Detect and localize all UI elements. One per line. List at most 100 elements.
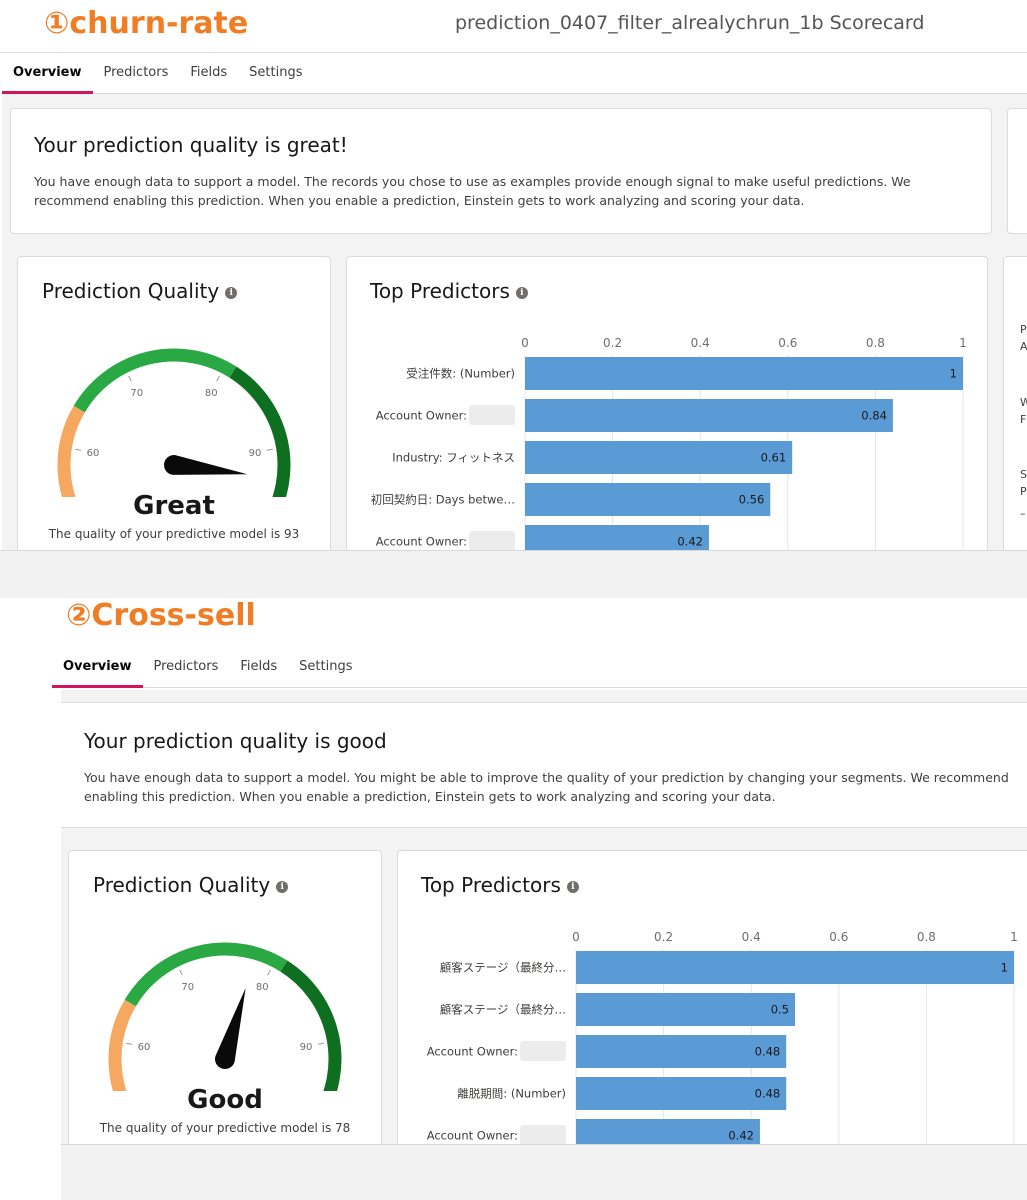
x-tick-label: 0 xyxy=(521,336,529,350)
side-stub-text: P xyxy=(1020,323,1027,336)
bar-value-label: 1 xyxy=(1001,961,1008,975)
quality-label: Great xyxy=(133,491,215,521)
side-card-stub-2: P A W F S P – xyxy=(1003,256,1027,568)
predictor-label: 初回契約日: Days betwe… xyxy=(371,493,515,507)
redacted-value xyxy=(520,1125,566,1145)
bar-value-label: 0.5 xyxy=(771,1003,789,1017)
info-icon[interactable]: i xyxy=(515,287,528,299)
redacted-value xyxy=(469,405,515,425)
panel-badge: ①churn-rate xyxy=(44,6,249,41)
bar-value-label: 0.48 xyxy=(755,1045,781,1059)
summary-card: Your prediction quality is good You have… xyxy=(61,702,1027,828)
x-tick-label: 0.4 xyxy=(691,336,710,350)
panel-badge: ②Cross-sell xyxy=(66,598,256,633)
predictor-bar[interactable] xyxy=(525,483,771,516)
gauge-tick-label: 60 xyxy=(87,448,100,459)
bar-value-label: 0.48 xyxy=(755,1087,781,1101)
side-stub-text: W xyxy=(1020,396,1027,409)
tab-predictors[interactable]: Predictors xyxy=(153,659,219,674)
quality-note: The quality of your predictive model is … xyxy=(48,527,300,541)
header-divider xyxy=(0,52,1027,53)
predictor-bar[interactable] xyxy=(576,1077,787,1110)
predictor-label: 顧客ステージ（最終分… xyxy=(440,961,566,975)
bar-value-label: 0.42 xyxy=(677,535,703,549)
predictor-bar[interactable] xyxy=(525,357,963,390)
x-tick-label: 0.6 xyxy=(778,336,797,350)
tab-predictors[interactable]: Predictors xyxy=(103,65,169,80)
side-stub-text: P xyxy=(1020,485,1027,498)
gauge-tick xyxy=(267,969,271,976)
tab-fields[interactable]: Fields xyxy=(240,659,278,674)
gauge-tick xyxy=(126,1042,133,1045)
x-tick-label: 1 xyxy=(1010,930,1018,944)
x-tick-label: 1 xyxy=(959,336,967,350)
bottom-strip xyxy=(0,550,1027,598)
prediction-quality-heading: Prediction Quality i xyxy=(42,279,238,303)
quality-label: Good xyxy=(187,1085,263,1115)
summary-body: You have enough data to support a model.… xyxy=(34,174,911,208)
summary-heading: Your prediction quality is good xyxy=(84,729,387,753)
bar-value-label: 0.61 xyxy=(761,451,787,465)
predictor-bar[interactable] xyxy=(576,993,795,1026)
side-card-stub xyxy=(1007,108,1027,234)
tab-settings[interactable]: Settings xyxy=(299,659,353,674)
scorecard-title: prediction_0407_filter_alrealychrun_1b S… xyxy=(455,12,925,34)
gauge-tick xyxy=(317,1042,324,1045)
redacted-value xyxy=(469,531,515,551)
bar-value-label: 1 xyxy=(950,367,957,381)
tab-overview[interactable]: Overview xyxy=(2,53,93,94)
bottom-strip xyxy=(61,1144,1027,1200)
x-tick-label: 0 xyxy=(572,930,580,944)
gauge-tick-label: 90 xyxy=(249,448,262,459)
x-tick-label: 0.2 xyxy=(603,336,622,350)
gauge-tick-label: 60 xyxy=(138,1042,151,1053)
top-predictors-heading: Top Predictors i xyxy=(421,873,579,897)
predictor-label: Account Owner: xyxy=(376,535,467,549)
gauge-tick-label: 70 xyxy=(130,388,143,399)
gauge-segment-great xyxy=(229,366,291,497)
gauge-tick-label: 70 xyxy=(181,982,194,993)
predictor-label: 離脱期間: (Number) xyxy=(457,1087,566,1101)
gauge-tick xyxy=(128,375,132,382)
predictor-bar[interactable] xyxy=(525,441,793,474)
tab-bar: Overview Predictors Fields Settings xyxy=(52,647,1027,688)
predictor-bar[interactable] xyxy=(576,1035,787,1068)
predictor-label: 受注件数: (Number) xyxy=(406,367,515,381)
bar-value-label: 0.42 xyxy=(728,1129,754,1143)
bar-value-label: 0.56 xyxy=(739,493,765,507)
prediction-quality-heading: Prediction Quality i xyxy=(93,873,289,897)
tab-fields[interactable]: Fields xyxy=(190,65,228,80)
x-tick-label: 0.4 xyxy=(742,930,761,944)
top-predictors-chart: 0 0.2 0.4 0.6 0.8 1 1 受注件数: (Number) 0.84 Account… xyxy=(371,336,967,567)
side-stub-text: S xyxy=(1020,468,1027,481)
predictor-label: 顧客ステージ（最終分… xyxy=(440,1003,566,1017)
gauge-needle-icon xyxy=(164,455,248,475)
x-tick-label: 0.6 xyxy=(829,930,848,944)
top-predictors-heading: Top Predictors i xyxy=(370,279,528,303)
gauge-needle-icon xyxy=(215,987,246,1069)
info-icon[interactable]: i xyxy=(276,881,289,893)
predictor-bar[interactable] xyxy=(576,951,1014,984)
tab-bar: Overview Predictors Fields Settings xyxy=(2,53,1027,94)
gauge-tick-label: 80 xyxy=(205,388,218,399)
side-stub-text: – xyxy=(1020,507,1026,520)
info-icon[interactable]: i xyxy=(566,881,579,893)
tab-overview[interactable]: Overview xyxy=(52,647,143,688)
summary-card: Your prediction quality is great! You ha… xyxy=(10,108,992,234)
x-tick-label: 0.8 xyxy=(866,336,885,350)
top-predictors-card: Top Predictors i 0 0.2 0.4 0.6 0.8 1 1 顧客ステージ（最終… xyxy=(397,850,1027,1162)
predictor-label: Account Owner: xyxy=(427,1129,518,1143)
predictor-label: Industry: フィットネス xyxy=(392,451,515,465)
quality-note: The quality of your predictive model is … xyxy=(99,1121,351,1135)
summary-heading: Your prediction quality is great! xyxy=(34,133,348,157)
quality-gauge: 5060708090100 xyxy=(57,348,291,497)
info-icon[interactable]: i xyxy=(225,287,238,299)
churn-rate-panel: ①churn-rate prediction_0407_filter_alrea… xyxy=(0,0,1027,598)
gauge-tick xyxy=(179,969,183,976)
summary-body: You have enough data to support a model.… xyxy=(84,770,1009,804)
tab-settings[interactable]: Settings xyxy=(249,65,303,80)
predictor-bar[interactable] xyxy=(525,399,893,432)
cross-sell-panel: ②Cross-sell Overview Predictors Fields S… xyxy=(0,598,1027,1200)
gauge-segment-fair xyxy=(57,405,85,497)
